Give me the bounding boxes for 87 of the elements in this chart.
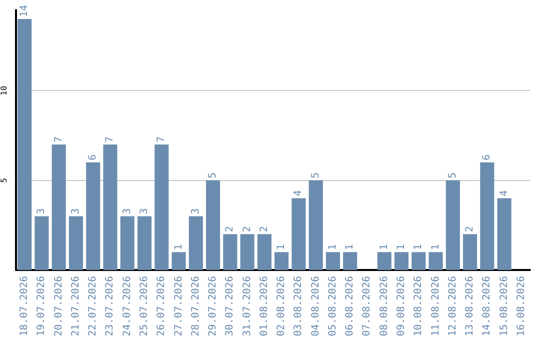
x-tick-label: 01.08.2026	[258, 276, 270, 336]
data-label: 3	[190, 208, 202, 214]
bar	[377, 252, 392, 270]
bar	[172, 252, 186, 270]
bar	[428, 252, 443, 270]
data-label: 1	[413, 244, 424, 250]
data-label: 7	[156, 136, 168, 142]
bar	[446, 180, 460, 270]
data-label: 2	[224, 226, 236, 232]
x-tick-label: 16.08.2026	[516, 276, 527, 336]
bar	[257, 234, 272, 270]
x-tick-label: 10.08.2026	[413, 276, 424, 336]
bar	[188, 216, 203, 270]
data-label: 7	[104, 136, 116, 142]
x-tick-label: 31.07.2026	[242, 276, 253, 336]
bar	[274, 252, 289, 270]
x-tick-label: 12.08.2026	[447, 276, 458, 336]
data-label: 3	[139, 208, 150, 214]
x-tick-label: 25.07.2026	[139, 276, 150, 336]
x-tick-label: 15.08.2026	[498, 276, 510, 336]
bar	[68, 216, 83, 270]
data-label: 14	[19, 4, 30, 17]
data-label: 1	[430, 244, 442, 250]
x-tick-label: 19.07.2026	[36, 276, 48, 336]
data-label: 2	[242, 226, 253, 232]
data-label: 3	[36, 208, 48, 214]
x-tick-label: 28.07.2026	[190, 276, 202, 336]
x-tick-label: 04.08.2026	[310, 276, 322, 336]
bar	[137, 216, 152, 270]
x-tick-label: 21.07.2026	[70, 276, 82, 336]
bar	[52, 144, 66, 270]
bar	[412, 252, 426, 270]
bar	[240, 234, 254, 270]
x-tick-label: 06.08.2026	[344, 276, 356, 336]
x-tick-label: 08.08.2026	[378, 276, 390, 336]
bar	[206, 180, 220, 270]
bar	[292, 198, 306, 270]
bar	[308, 180, 323, 270]
data-label: 4	[293, 190, 304, 196]
x-tick-label: 29.07.2026	[208, 276, 219, 336]
x-tick-label: 09.08.2026	[396, 276, 407, 336]
bar	[497, 198, 512, 270]
data-label: 1	[396, 244, 407, 250]
x-tick-label: 07.08.2026	[362, 276, 373, 336]
x-tick-label: 26.07.2026	[156, 276, 168, 336]
data-label: 5	[447, 172, 458, 178]
data-label: 7	[53, 136, 64, 142]
x-tick-label: 14.08.2026	[482, 276, 493, 336]
bar	[326, 252, 340, 270]
x-tick-label: 18.07.2026	[19, 276, 30, 336]
y-tick-label: 10	[0, 86, 8, 96]
x-tick-label: 02.08.2026	[276, 276, 288, 336]
bar	[103, 144, 118, 270]
data-label: 1	[276, 244, 288, 250]
data-label: 4	[498, 190, 510, 196]
bar	[154, 144, 169, 270]
data-label: 1	[344, 244, 356, 250]
x-tick-label: 27.07.2026	[173, 276, 184, 336]
data-label: 5	[208, 172, 219, 178]
data-label: 1	[173, 244, 184, 250]
x-tick-label: 11.08.2026	[430, 276, 442, 336]
bar	[34, 216, 49, 270]
data-label: 3	[122, 208, 133, 214]
bar	[223, 234, 238, 270]
data-label: 2	[464, 226, 476, 232]
x-tick-label: 03.08.2026	[293, 276, 304, 336]
x-tick-label: 20.07.2026	[53, 276, 64, 336]
x-tick-label: 22.07.2026	[88, 276, 99, 336]
data-label: 1	[327, 244, 338, 250]
data-label: 2	[258, 226, 270, 232]
x-tick-label: 30.07.2026	[224, 276, 236, 336]
data-label: 3	[70, 208, 82, 214]
data-label: 5	[310, 172, 322, 178]
data-label: 6	[88, 154, 99, 160]
bar	[120, 216, 134, 270]
x-tick-label: 13.08.2026	[464, 276, 476, 336]
bar	[86, 162, 100, 270]
bar	[18, 18, 32, 270]
bar	[394, 252, 409, 270]
x-tick-label: 24.07.2026	[122, 276, 133, 336]
bar	[480, 162, 494, 270]
bar	[463, 234, 478, 270]
data-label: 1	[378, 244, 390, 250]
bar	[343, 252, 358, 270]
data-label: 6	[482, 154, 493, 160]
x-tick-label: 05.08.2026	[327, 276, 338, 336]
x-tick-label: 23.07.2026	[104, 276, 116, 336]
